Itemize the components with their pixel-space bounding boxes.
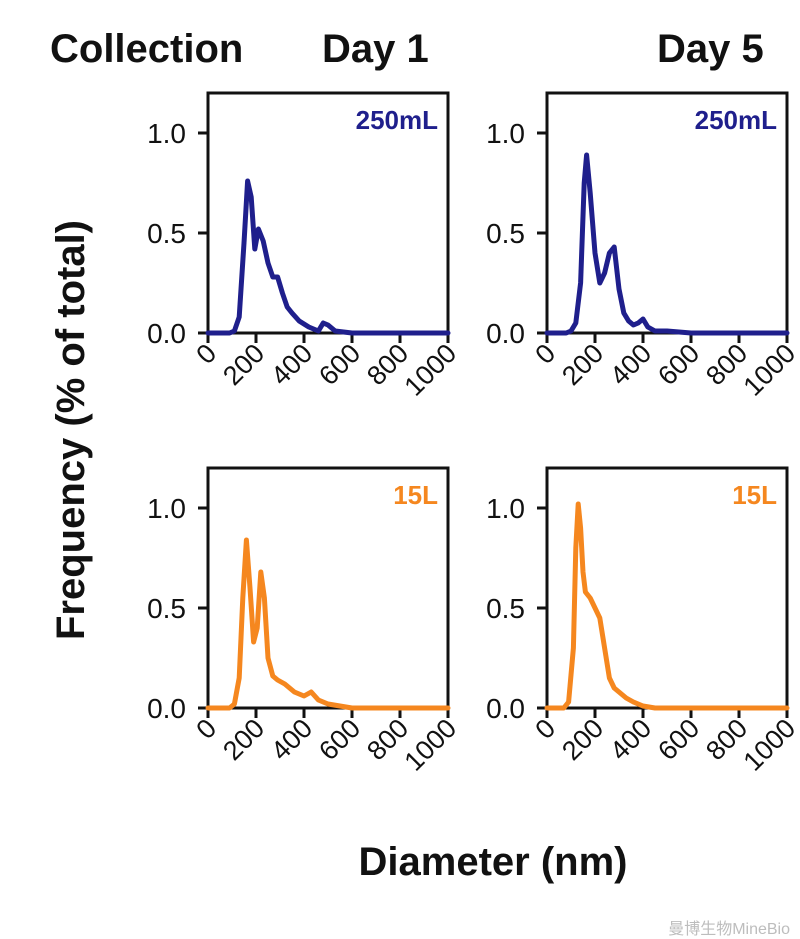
y-tick-label: 1.0	[147, 118, 186, 149]
panel-frame	[545, 91, 789, 333]
series-line	[205, 178, 451, 336]
y-tick-label: 0.5	[486, 218, 525, 249]
x-tick-label: 1000	[399, 338, 463, 402]
series-line	[544, 501, 790, 711]
panel-label: 250mL	[356, 105, 438, 135]
x-tick-label: 0	[190, 338, 222, 370]
y-tick-label: 0.0	[147, 318, 186, 349]
x-tick-label: 0	[190, 713, 222, 745]
y-tick-label: 1.0	[147, 493, 186, 524]
x-tick-label: 200	[556, 338, 609, 391]
x-tick-label: 0	[529, 338, 561, 370]
x-tick-label: 200	[217, 713, 270, 766]
x-tick-label: 1000	[738, 713, 800, 777]
x-tick-label: 1000	[738, 338, 800, 402]
x-axis-label: Diameter (nm)	[359, 840, 628, 884]
y-tick-label: 0.0	[486, 693, 525, 724]
y-tick-label: 0.0	[486, 318, 525, 349]
x-tick-label: 0	[529, 713, 561, 745]
panel-frame	[206, 466, 450, 708]
y-axis-label: Frequency (% of total)	[49, 220, 93, 640]
day5-header: Day 5	[657, 27, 764, 71]
series-line	[544, 152, 790, 336]
panel-label: 250mL	[695, 105, 777, 135]
y-tick-label: 0.0	[147, 693, 186, 724]
panel-label: 15L	[393, 480, 438, 510]
series-line	[205, 537, 451, 711]
x-tick-label: 1000	[399, 713, 463, 777]
x-tick-label: 200	[217, 338, 270, 391]
panel-frame	[545, 466, 789, 708]
panels: 0.00.51.002004006008001000250mL0.00.51.0…	[147, 91, 800, 777]
y-tick-label: 0.5	[147, 218, 186, 249]
y-tick-label: 0.5	[486, 593, 525, 624]
x-tick-label: 400	[604, 338, 657, 391]
panel-label: 15L	[732, 480, 777, 510]
day1-header: Day 1	[322, 27, 429, 71]
y-tick-label: 1.0	[486, 493, 525, 524]
x-tick-label: 600	[652, 713, 705, 766]
x-tick-label: 200	[556, 713, 609, 766]
y-tick-label: 1.0	[486, 118, 525, 149]
y-tick-label: 0.5	[147, 593, 186, 624]
collection-header: Collection	[50, 27, 243, 71]
x-tick-label: 600	[313, 338, 366, 391]
x-tick-label: 400	[265, 338, 318, 391]
x-tick-label: 600	[313, 713, 366, 766]
x-tick-label: 400	[265, 713, 318, 766]
x-tick-label: 600	[652, 338, 705, 391]
x-tick-label: 400	[604, 713, 657, 766]
watermark-text: 曼博生物MineBio	[668, 920, 790, 938]
panel-frame	[206, 91, 450, 333]
